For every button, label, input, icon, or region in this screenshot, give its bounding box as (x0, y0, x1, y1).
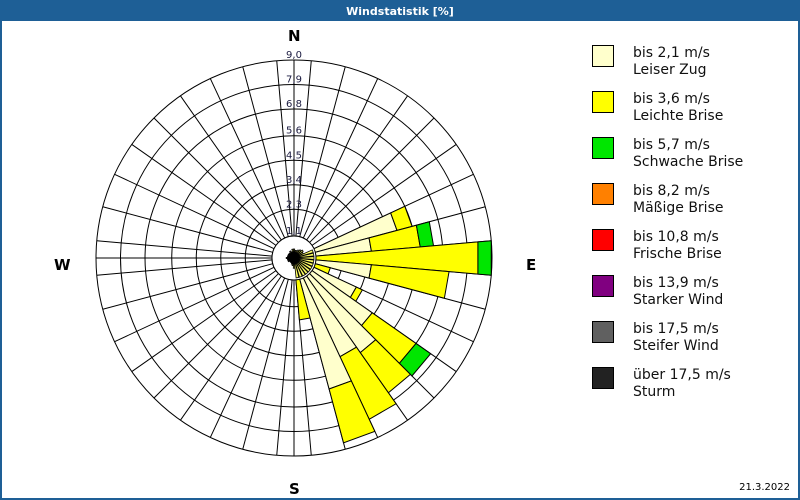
grid-spoke (299, 66, 346, 237)
legend-desc: Sturm (633, 384, 676, 400)
grid-spoke (131, 270, 277, 372)
wind-sector (398, 342, 432, 377)
radial-tick-label: 6,8 (286, 99, 302, 110)
legend-speed: bis 17,5 m/s (633, 321, 719, 337)
legend-speed: bis 10,8 m/s (633, 229, 719, 245)
grid-spoke (276, 60, 293, 237)
legend-desc: Steifer Wind (633, 338, 719, 354)
grid-spoke (153, 273, 279, 399)
legend-desc: Leiser Zug (633, 62, 707, 78)
radial-tick-label: 2,3 (286, 199, 302, 210)
legend-speed: bis 5,7 m/s (633, 137, 710, 153)
legend-swatch (592, 91, 614, 113)
grid-spoke (306, 95, 408, 241)
grid-spoke (242, 279, 289, 450)
legend-swatch (592, 45, 614, 67)
legend-swatch (592, 367, 614, 389)
radial-tick-label: 4,5 (286, 150, 302, 161)
grid-spoke (242, 66, 289, 237)
legend-item-leichte-brise: bis 3,6 m/s Leichte Brise (592, 88, 792, 134)
legend-speed: bis 13,9 m/s (633, 275, 719, 291)
wind-sector (368, 264, 450, 299)
wind-sector (477, 240, 492, 276)
grid-spoke (114, 266, 275, 343)
grid-spoke (180, 95, 282, 241)
radial-tick-label: 1,1 (286, 226, 302, 237)
legend-swatch (592, 183, 614, 205)
legend-desc: Mäßige Brise (633, 200, 724, 216)
grid-spoke (311, 144, 457, 246)
legend-item-starker-wind: bis 13,9 m/s Starker Wind (592, 272, 792, 318)
radial-tick-label: 5,6 (286, 126, 302, 137)
wind-sector (328, 380, 376, 444)
legend-speed: über 17,5 m/s (633, 367, 731, 383)
grid-spoke (131, 144, 277, 246)
grid-spoke (209, 277, 286, 438)
legend-item-maessige-brise: bis 8,2 m/s Mäßige Brise (592, 180, 792, 226)
grid-spoke (209, 78, 286, 239)
legend-desc: Leichte Brise (633, 108, 724, 124)
legend-item-sturm: über 17,5 m/s Sturm (592, 364, 792, 410)
legend-swatch (592, 229, 614, 251)
legend-swatch (592, 275, 614, 297)
legend-swatch (592, 321, 614, 343)
legend-desc: Frische Brise (633, 246, 722, 262)
grid-spoke (96, 259, 273, 276)
legend-speed: bis 2,1 m/s (633, 45, 710, 61)
grid-spoke (276, 279, 293, 456)
wind-rose-chart: 1,1 2,3 3,4 4,5 5,6 6,8 7,9 9,0 (95, 50, 493, 457)
legend-item-frische-brise: bis 10,8 m/s Frische Brise (592, 226, 792, 272)
grid-spoke (153, 117, 279, 243)
compass-west-label: W (54, 256, 71, 274)
legend-item-steifer-wind: bis 17,5 m/s Steifer Wind (592, 318, 792, 364)
grid-spoke (295, 60, 312, 237)
grid-spoke (102, 263, 273, 310)
compass-north-label: N (288, 27, 301, 45)
window-title: Windstatistik [%] (2, 2, 798, 21)
grid-spoke (114, 173, 275, 250)
legend-item-schwache-brise: bis 5,7 m/s Schwache Brise (592, 134, 792, 180)
legend-speed: bis 3,6 m/s (633, 91, 710, 107)
compass-south-label: S (289, 480, 300, 498)
date-label: 21.3.2022 (739, 482, 790, 493)
radial-tick-label: 3,4 (286, 175, 302, 186)
grid-spoke (102, 206, 273, 253)
compass-east-label: E (526, 256, 537, 274)
radial-tick-label: 7,9 (286, 75, 302, 86)
legend-desc: Schwache Brise (633, 154, 744, 170)
radial-tick-label: 9,0 (286, 50, 302, 61)
grid-spoke (180, 275, 282, 421)
legend-speed: bis 8,2 m/s (633, 183, 710, 199)
center-dot (290, 254, 298, 262)
legend-swatch (592, 137, 614, 159)
grid-spoke (309, 117, 435, 243)
grid-spoke (96, 240, 273, 257)
legend-item-leiser-zug: bis 2,1 m/s Leiser Zug (592, 42, 792, 88)
grid-spoke (302, 78, 379, 239)
legend-desc: Starker Wind (633, 292, 724, 308)
